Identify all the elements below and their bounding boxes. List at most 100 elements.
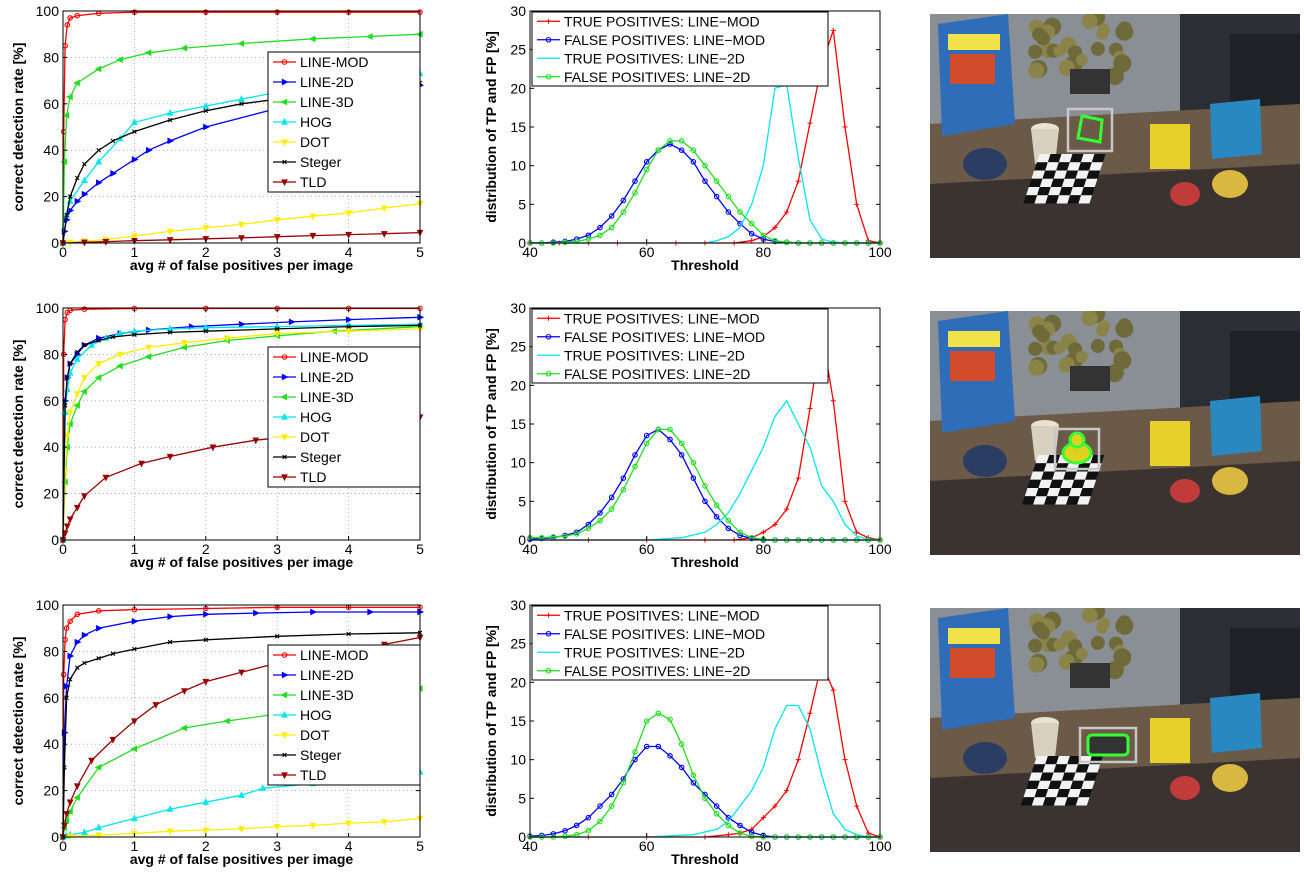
legend-item-tld-marker xyxy=(281,772,288,780)
series-line-2d-point xyxy=(131,156,139,163)
y-tick-label: 25 xyxy=(510,339,526,355)
series-dot-point xyxy=(202,225,210,233)
x-tick-label: 100 xyxy=(868,244,892,260)
series-dot-point xyxy=(73,391,81,398)
series-dot-line xyxy=(62,328,421,541)
y-tick-label: 10 xyxy=(510,752,526,768)
series-false-positives-line-mod-point xyxy=(585,232,592,239)
series-dot-point xyxy=(273,823,281,831)
series-tld-point xyxy=(181,688,188,695)
checkerboard-square xyxy=(1074,471,1088,480)
checkerboard-square xyxy=(1072,772,1087,781)
series-steger-point xyxy=(239,101,244,107)
series-dot-point xyxy=(81,374,88,382)
series-steger-point xyxy=(82,161,87,167)
series-true-positives-line-mod-point xyxy=(830,687,836,693)
checkerboard-square xyxy=(1067,162,1081,171)
monitor-screen xyxy=(1230,628,1300,708)
plant-leaf xyxy=(1097,23,1110,36)
checkerboard-square xyxy=(1069,154,1084,163)
plant-leaf xyxy=(1075,647,1088,660)
scene-photo-1-image xyxy=(930,14,1300,258)
series-line-3d-point xyxy=(62,112,70,119)
scene-photo-2 xyxy=(930,311,1300,555)
legend-item-hog-marker xyxy=(281,117,288,125)
legend-item-true-positives-line-mod-marker xyxy=(545,315,552,321)
series-true-positives-line-mod-point xyxy=(784,506,790,512)
series-false-positives-line-2d-point xyxy=(643,718,650,724)
plant-leaf xyxy=(1028,656,1045,673)
series-false-positives-line-2d-point xyxy=(713,502,720,508)
legend-item-line-2d-marker xyxy=(281,373,289,381)
checkerboard-square xyxy=(1039,772,1054,781)
legend-item-line-3d-label: LINE-3D xyxy=(300,687,354,703)
series-false-positives-line-mod-point xyxy=(550,831,557,837)
legend-item-dot-label: DOT xyxy=(300,727,330,743)
x-tick-label: 2 xyxy=(202,244,210,260)
plant-leaf xyxy=(1081,311,1098,327)
series-hog-point xyxy=(81,828,88,835)
red-object xyxy=(1170,776,1200,800)
checkerboard-square xyxy=(1048,780,1062,789)
x-tick-label: 100 xyxy=(868,541,892,557)
series-true-positives-line-mod-point xyxy=(760,815,766,821)
series-false-positives-line-2d-point xyxy=(620,209,627,215)
ticks: 0 1 2 3 4 5 0 20 40 60 80 100 xyxy=(36,3,424,260)
checkerboard-square xyxy=(1086,170,1101,179)
plant-pot xyxy=(1070,366,1110,391)
legend-item-line-3d-label: LINE-3D xyxy=(300,94,354,110)
series-line-2d-point xyxy=(345,316,353,323)
series-line-mod-point xyxy=(81,306,88,312)
series-false-positives-line-2d-point xyxy=(585,236,592,242)
series-line-mod-point xyxy=(60,671,67,678)
series-false-positives-line-2d-point xyxy=(702,162,708,169)
checkerboard-square xyxy=(1075,170,1090,179)
series-hog-point xyxy=(88,341,95,348)
series-dot-point xyxy=(66,409,74,417)
checkerboard xyxy=(1023,154,1106,204)
series-true-positives-line-mod-point xyxy=(807,405,813,412)
series-false-positives-line-2d-point xyxy=(597,818,603,825)
x-tick-label: 60 xyxy=(639,541,655,557)
series-false-positives-line-mod-point xyxy=(678,764,685,771)
x-axis-label: avg # of false positives per image xyxy=(130,554,354,570)
series-false-positives-line-2d-point xyxy=(702,795,708,802)
series-line-3d-point xyxy=(223,717,230,725)
series-false-positives-line-2d-point xyxy=(678,138,685,144)
series-steger-point xyxy=(67,194,73,199)
series-false-positives-line-mod-point xyxy=(632,452,638,458)
series-dot-point xyxy=(181,340,188,347)
series-line-3d-point xyxy=(180,344,188,351)
series-hog-point xyxy=(166,108,174,116)
series-steger-point xyxy=(110,334,116,340)
series-dot-point xyxy=(273,217,281,224)
plant-leaf xyxy=(1028,44,1043,59)
chart-dist3: 40 60 80 100 0 5 10 15 20 25 30 Threshold distributi… xyxy=(483,597,892,867)
legend-box xyxy=(531,605,829,681)
series-tld-point xyxy=(73,783,81,791)
plant-leaf xyxy=(1081,608,1098,624)
x-tick-label: 40 xyxy=(522,244,538,260)
legend-box xyxy=(531,11,829,87)
checkerboard-square xyxy=(1060,479,1075,488)
detection-box xyxy=(1066,107,1114,153)
detection-box xyxy=(1078,726,1138,764)
cd-case xyxy=(1210,99,1262,159)
series-false-positives-line-mod-point xyxy=(608,791,615,798)
legend-item-true-positives-line-mod-label: TRUE POSITIVES: LINE−MOD xyxy=(564,310,760,326)
series-false-positives-line-mod-point xyxy=(690,159,697,165)
series-line-2d-point xyxy=(167,137,175,145)
x-tick-label: 5 xyxy=(416,838,424,854)
series-dot-point xyxy=(345,210,352,217)
y-tick-label: 0 xyxy=(51,532,59,548)
plant-leaf xyxy=(1035,625,1050,640)
series-false-positives-line-2d-point xyxy=(585,525,592,532)
series-steger-point xyxy=(132,332,137,337)
series-true-positives-line-mod-point xyxy=(784,788,790,794)
series-false-positives-line-2d-point xyxy=(643,166,650,173)
series-tld-line xyxy=(62,231,421,244)
series-false-positives-line-2d-point xyxy=(725,822,732,829)
series-false-positives-line-2d-point xyxy=(655,710,662,717)
series-false-positives-line-2d-point xyxy=(737,209,743,215)
series-false-positives-line-mod-point xyxy=(690,780,697,786)
